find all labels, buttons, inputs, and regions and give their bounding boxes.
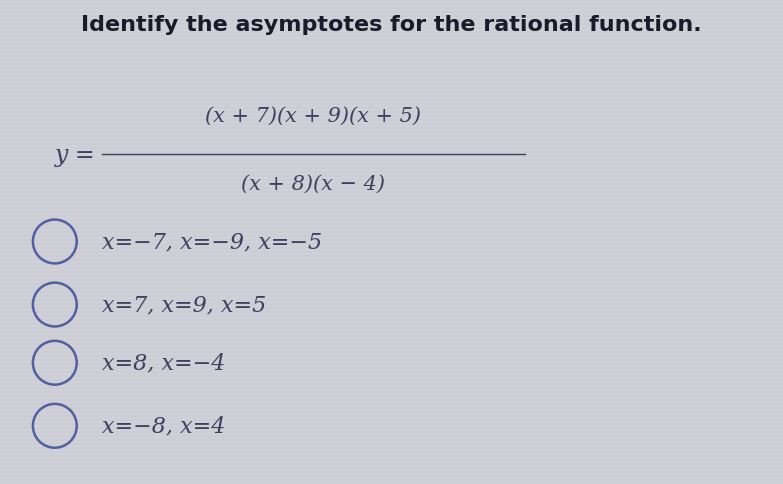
Text: y =: y =: [55, 143, 96, 166]
Text: (x + 8)(x − 4): (x + 8)(x − 4): [241, 174, 385, 194]
Text: x=−8, x=4: x=−8, x=4: [102, 415, 226, 437]
Text: x=8, x=−4: x=8, x=−4: [102, 352, 226, 374]
Text: Identify the asymptotes for the rational function.: Identify the asymptotes for the rational…: [81, 15, 702, 34]
Text: x=−7, x=−9, x=−5: x=−7, x=−9, x=−5: [102, 231, 322, 253]
Text: (x + 7)(x + 9)(x + 5): (x + 7)(x + 9)(x + 5): [205, 106, 421, 126]
Text: x=7, x=9, x=5: x=7, x=9, x=5: [102, 294, 266, 316]
